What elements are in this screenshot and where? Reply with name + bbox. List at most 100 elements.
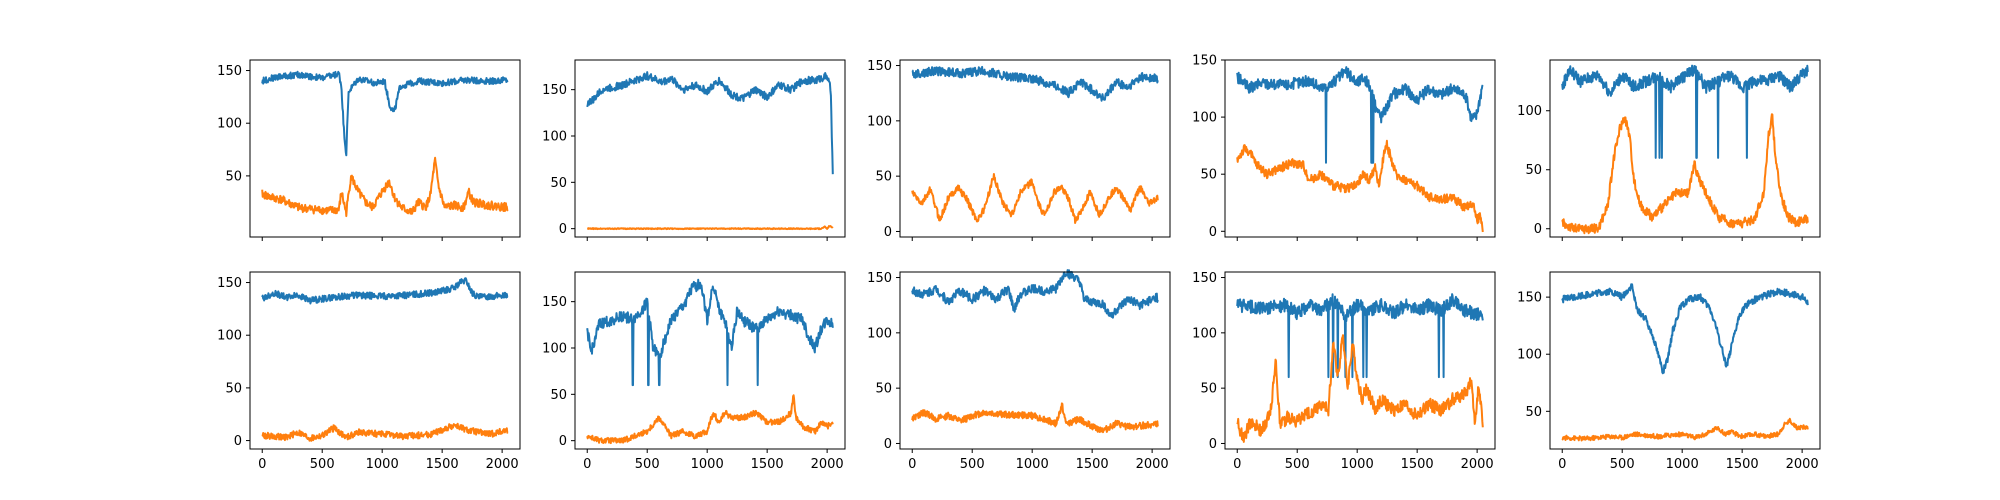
y-tick-label: 100	[1192, 326, 1217, 341]
y-tick-label: 0	[1209, 225, 1217, 240]
y-tick-label: 100	[1192, 111, 1217, 126]
y-tick-label: 150	[542, 83, 567, 98]
y-tick-label: 100	[867, 326, 892, 341]
series-line-2	[1561, 417, 1809, 442]
subplot-4: 0 50 100 150	[1192, 54, 1496, 241]
series-line-2	[261, 422, 509, 442]
y-tick-label: 0	[1209, 437, 1217, 452]
series-line-1	[586, 278, 834, 387]
x-tick-label: 0	[258, 457, 266, 472]
axes-frame	[574, 271, 846, 450]
y-tick-label: 100	[1517, 348, 1542, 363]
axes-frame	[249, 271, 521, 450]
y-tick-label: 50	[225, 169, 242, 184]
x-tick-label: 2000	[1461, 457, 1494, 472]
y-tick-label: 150	[867, 59, 892, 74]
x-tick-label: 1000	[1341, 457, 1374, 472]
y-tick-label: 50	[875, 170, 892, 185]
x-tick-label: 1500	[751, 457, 784, 472]
axes-frame	[249, 59, 521, 238]
x-tick-label: 500	[310, 457, 335, 472]
x-tick-label: 500	[1285, 457, 1310, 472]
x-tick-label: 0	[1233, 457, 1241, 472]
axes-frame	[899, 271, 1171, 450]
series-line-2	[911, 402, 1159, 434]
series-line-2	[1236, 139, 1484, 233]
axes-frame	[1224, 271, 1496, 450]
y-tick-label: 50	[1525, 163, 1542, 178]
x-tick-label: 1500	[426, 457, 459, 472]
y-tick-label: 100	[217, 117, 242, 132]
y-tick-label: 150	[1517, 291, 1542, 306]
series-line-2	[586, 394, 834, 445]
y-tick-label: 150	[217, 276, 242, 291]
series-line-2	[911, 173, 1159, 224]
subplot-2: 0 50 100 150	[542, 59, 846, 241]
x-tick-label: 1000	[366, 457, 399, 472]
y-tick-label: 150	[1192, 271, 1217, 286]
axes-frame	[1224, 59, 1496, 238]
x-tick-label: 1000	[1016, 457, 1049, 472]
y-tick-label: 100	[542, 341, 567, 356]
series-line-1	[261, 70, 509, 157]
y-tick-label: 50	[1200, 382, 1217, 397]
subplot-5: 0 50 100	[1517, 59, 1821, 241]
x-tick-label: 1500	[1401, 457, 1434, 472]
series-line-1	[1236, 66, 1484, 164]
series-line-2	[1236, 334, 1484, 443]
series-line-1	[1236, 293, 1484, 379]
y-tick-label: 0	[559, 434, 567, 449]
x-tick-label: 500	[960, 457, 985, 472]
x-tick-label: 0	[583, 457, 591, 472]
y-tick-label: 0	[559, 222, 567, 237]
y-tick-label: 0	[234, 434, 242, 449]
x-tick-label: 0	[1558, 457, 1566, 472]
y-tick-label: 50	[550, 176, 567, 191]
axes-frame	[1549, 59, 1821, 238]
series-line-1	[1561, 283, 1809, 375]
subplot-3: 0 50 100 150	[867, 59, 1171, 241]
y-tick-label: 50	[225, 381, 242, 396]
series-line-1	[911, 65, 1159, 102]
series-line-1	[1561, 64, 1809, 159]
y-tick-label: 150	[867, 271, 892, 286]
y-tick-label: 0	[1534, 222, 1542, 237]
series-line-1	[911, 269, 1159, 319]
x-tick-label: 1500	[1726, 457, 1759, 472]
y-tick-label: 150	[217, 64, 242, 79]
y-tick-label: 150	[1192, 54, 1217, 69]
series-line-1	[261, 277, 509, 305]
x-tick-label: 1000	[691, 457, 724, 472]
series-line-2	[586, 225, 834, 231]
x-tick-label: 2000	[486, 457, 519, 472]
x-tick-label: 500	[1610, 457, 1635, 472]
y-tick-label: 50	[550, 388, 567, 403]
axes-frame	[899, 59, 1171, 238]
y-tick-label: 100	[217, 329, 242, 344]
series-line-2	[1561, 113, 1809, 235]
series-line-1	[586, 71, 834, 175]
y-tick-label: 100	[542, 129, 567, 144]
y-tick-label: 100	[1517, 104, 1542, 119]
y-tick-label: 50	[875, 382, 892, 397]
y-tick-label: 0	[884, 225, 892, 240]
x-tick-label: 1500	[1076, 457, 1109, 472]
y-tick-label: 50	[1525, 405, 1542, 420]
y-tick-label: 0	[884, 437, 892, 452]
y-tick-label: 150	[542, 295, 567, 310]
y-tick-label: 100	[867, 114, 892, 129]
subplot-1: 50 100 150	[217, 59, 521, 241]
series-line-2	[261, 156, 509, 218]
axes-frame	[1549, 271, 1821, 450]
x-tick-label: 0	[908, 457, 916, 472]
x-tick-label: 1000	[1666, 457, 1699, 472]
axes-frame	[574, 59, 846, 238]
y-tick-label: 50	[1200, 168, 1217, 183]
x-tick-label: 500	[635, 457, 660, 472]
